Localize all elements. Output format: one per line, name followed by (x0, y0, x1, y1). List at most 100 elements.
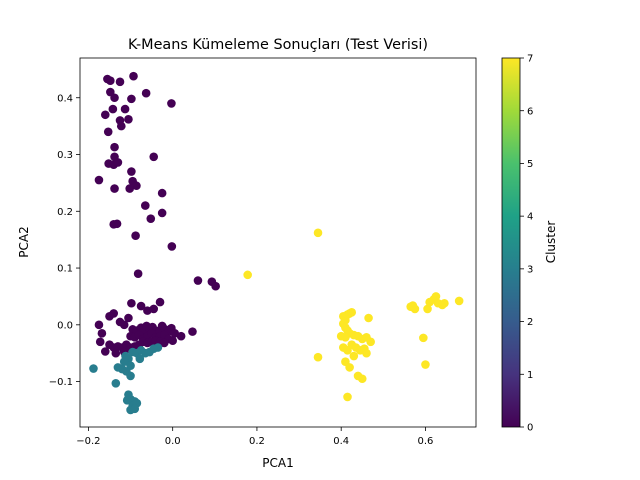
data-point-cluster-0 (141, 201, 150, 210)
y-tick-label: 0.4 (57, 93, 73, 104)
y-axis-label: PCA2 (17, 226, 31, 257)
data-point-cluster-3 (126, 371, 135, 381)
data-point-cluster-0 (132, 181, 141, 191)
data-point-cluster-0 (193, 276, 203, 285)
data-point-cluster-0 (110, 184, 119, 193)
data-point-cluster-0 (211, 281, 220, 291)
colorbar-tick-label: 4 (527, 212, 533, 223)
data-point-cluster-0 (127, 298, 136, 308)
data-point-cluster-3 (111, 378, 121, 388)
data-point-cluster-7 (343, 392, 352, 402)
data-point-cluster-0 (110, 142, 119, 152)
data-point-cluster-0 (167, 99, 176, 108)
data-point-cluster-0 (110, 93, 119, 103)
data-point-cluster-7 (341, 333, 350, 342)
data-point-cluster-0 (97, 329, 107, 338)
y-tick-label: 0.1 (57, 264, 73, 275)
axes-frame (79, 57, 477, 428)
data-point-cluster-0 (120, 104, 130, 114)
colorbar-tick-label: 2 (527, 317, 533, 328)
data-point-cluster-0 (124, 115, 133, 124)
data-point-cluster-0 (149, 304, 159, 314)
data-point-cluster-0 (111, 348, 121, 358)
x-tick-label: −0.2 (76, 436, 100, 447)
x-tick-label: 0.0 (165, 436, 181, 447)
data-point-cluster-0 (125, 184, 135, 193)
data-point-cluster-0 (188, 327, 197, 336)
points-layer (89, 71, 464, 415)
data-point-cluster-0 (131, 231, 140, 240)
y-tick-label: −0.1 (49, 377, 73, 388)
data-point-cluster-7 (349, 351, 359, 361)
colorbar-gradient (501, 57, 521, 428)
colorbar-tick-label: 5 (527, 159, 533, 170)
data-point-cluster-0 (100, 347, 110, 356)
data-point-cluster-0 (155, 297, 165, 307)
data-point-cluster-0 (146, 214, 156, 223)
y-tick-label: 0.0 (57, 320, 73, 331)
data-point-cluster-7 (313, 352, 323, 362)
data-point-cluster-0 (112, 219, 122, 229)
data-point-cluster-7 (347, 308, 357, 317)
data-point-cluster-3 (89, 364, 98, 373)
data-point-cluster-7 (364, 313, 373, 323)
data-point-cluster-3 (153, 343, 163, 352)
data-point-cluster-0 (127, 167, 136, 176)
data-point-cluster-0 (136, 301, 146, 311)
chart-title: K-Means Kümeleme Sonuçları (Test Verisi) (128, 37, 428, 53)
data-point-cluster-0 (108, 104, 118, 114)
colorbar-tick-label: 3 (527, 264, 533, 275)
data-point-cluster-0 (116, 121, 126, 131)
data-point-cluster-0 (157, 188, 167, 198)
data-point-cluster-3 (121, 351, 130, 361)
x-tick-label: 0.4 (333, 436, 349, 447)
data-point-cluster-0 (95, 337, 105, 347)
data-point-cluster-0 (115, 77, 125, 87)
colorbar-tick-label: 6 (527, 106, 533, 117)
y-tick-label: 0.2 (57, 207, 73, 218)
data-point-cluster-0 (106, 76, 115, 86)
data-point-cluster-0 (149, 152, 159, 162)
y-axis: −0.1 0.0 0.1 0.2 0.3 0.4 (49, 93, 80, 388)
data-point-cluster-7 (419, 333, 428, 343)
data-point-cluster-0 (100, 110, 110, 120)
colorbar-ticks: 0 1 2 3 4 5 6 7 (520, 54, 533, 434)
x-tick-label: 0.2 (249, 436, 265, 447)
data-point-cluster-7 (343, 346, 352, 355)
data-point-cluster-7 (357, 374, 367, 384)
data-point-cluster-3 (135, 354, 145, 364)
x-tick-label: 0.6 (417, 436, 433, 447)
data-point-cluster-0 (167, 242, 177, 251)
x-axis: −0.2 0.0 0.2 0.4 0.6 (76, 427, 433, 447)
data-point-cluster-7 (410, 304, 420, 314)
data-point-cluster-0 (129, 71, 138, 81)
data-point-cluster-0 (127, 94, 136, 104)
data-point-cluster-0 (133, 269, 143, 279)
data-point-cluster-3 (126, 361, 135, 370)
data-point-cluster-0 (94, 175, 104, 185)
colorbar-tick-label: 0 (527, 423, 533, 434)
data-point-cluster-0 (113, 158, 123, 167)
data-point-cluster-7 (423, 304, 432, 314)
colorbar-tick-label: 1 (527, 370, 533, 381)
data-point-cluster-7 (440, 298, 449, 308)
data-point-cluster-0 (141, 88, 151, 98)
data-point-cluster-0 (168, 336, 177, 346)
data-point-cluster-7 (431, 292, 441, 301)
data-point-cluster-0 (119, 320, 129, 330)
data-point-cluster-3 (122, 396, 132, 405)
y-tick-label: 0.3 (57, 150, 73, 161)
colorbar-label: Cluster (544, 221, 558, 264)
data-point-cluster-0 (94, 320, 104, 330)
data-point-cluster-7 (454, 296, 464, 306)
data-point-cluster-7 (366, 337, 375, 347)
data-point-cluster-3 (130, 404, 140, 414)
data-point-cluster-7 (345, 363, 354, 372)
data-point-cluster-7 (243, 270, 252, 280)
data-point-cluster-7 (313, 228, 323, 238)
data-point-cluster-0 (103, 127, 113, 137)
data-point-cluster-0 (109, 309, 118, 318)
data-point-cluster-0 (176, 331, 186, 341)
data-point-cluster-0 (159, 338, 169, 348)
